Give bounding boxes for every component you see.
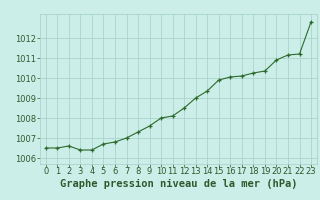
- X-axis label: Graphe pression niveau de la mer (hPa): Graphe pression niveau de la mer (hPa): [60, 179, 297, 189]
